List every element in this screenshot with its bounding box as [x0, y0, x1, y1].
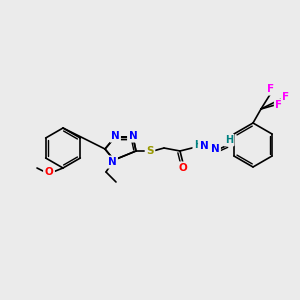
Text: H: H [225, 135, 233, 145]
Text: F: F [275, 100, 283, 110]
Text: N: N [211, 144, 219, 154]
Text: N: N [129, 131, 137, 141]
Text: N: N [111, 131, 119, 141]
Text: F: F [282, 92, 290, 102]
Text: N: N [108, 157, 116, 167]
Text: O: O [178, 163, 188, 173]
Text: H: H [194, 140, 202, 150]
Text: F: F [267, 84, 274, 94]
Text: O: O [45, 167, 53, 177]
Text: N: N [200, 141, 208, 151]
Text: S: S [146, 146, 154, 156]
